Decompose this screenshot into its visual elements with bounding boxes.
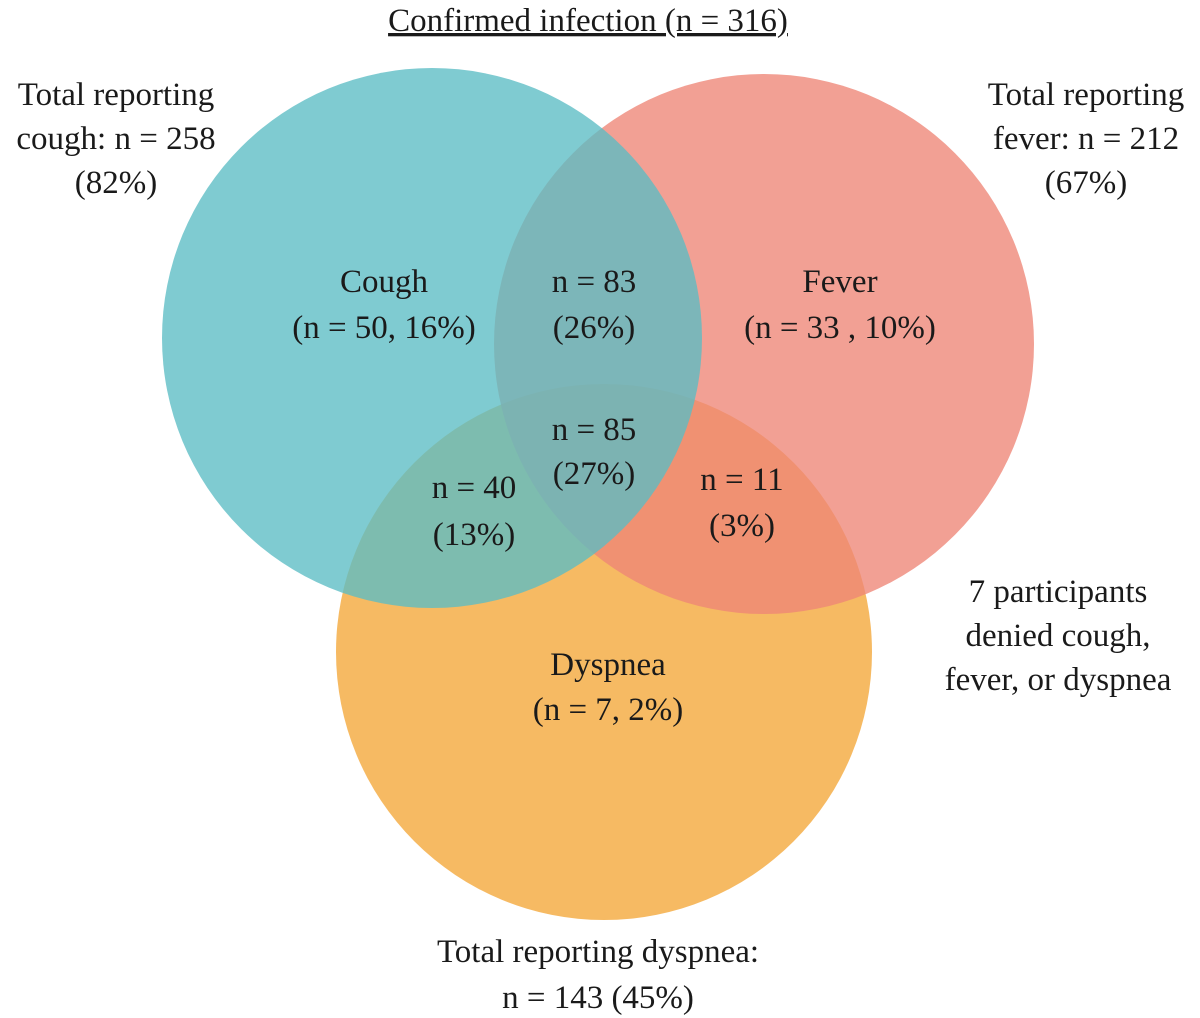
- fever-dyspnea-value: (3%): [709, 508, 775, 544]
- cough-fever-label: n = 83: [552, 264, 637, 300]
- all-three-value: (27%): [553, 456, 635, 492]
- diagram-title: Confirmed infection (n = 316): [388, 3, 788, 39]
- dyspnea-only-label: Dyspnea: [550, 647, 666, 683]
- dyspnea-only-value: (n = 7, 2%): [533, 692, 684, 728]
- total-fever-line2: fever: n = 212: [993, 121, 1179, 157]
- fever-dyspnea-label: n = 11: [700, 462, 783, 498]
- total-cough-line3: (82%): [75, 165, 157, 201]
- all-three-label: n = 85: [552, 412, 637, 448]
- cough-dyspnea-value: (13%): [433, 517, 515, 553]
- fever-only-value: (n = 33 , 10%): [744, 310, 936, 346]
- total-dyspnea-line2: n = 143 (45%): [502, 980, 694, 1016]
- denied-note-line3: fever, or dyspnea: [945, 662, 1172, 698]
- cough-circle: [162, 68, 702, 608]
- denied-note-line2: denied cough,: [965, 618, 1150, 654]
- total-dyspnea-line1: Total reporting dyspnea:: [437, 934, 759, 970]
- cough-fever-value: (26%): [553, 310, 635, 346]
- total-cough-line1: Total reporting: [18, 77, 215, 113]
- cough-dyspnea-label: n = 40: [432, 470, 517, 506]
- denied-note-line1: 7 participants: [969, 574, 1148, 610]
- total-fever-line3: (67%): [1045, 165, 1127, 201]
- cough-only-value: (n = 50, 16%): [292, 310, 476, 346]
- fever-only-label: Fever: [802, 264, 877, 300]
- total-cough-line2: cough: n = 258: [16, 121, 215, 157]
- cough-only-label: Cough: [340, 264, 429, 300]
- total-fever-line1: Total reporting: [988, 77, 1185, 113]
